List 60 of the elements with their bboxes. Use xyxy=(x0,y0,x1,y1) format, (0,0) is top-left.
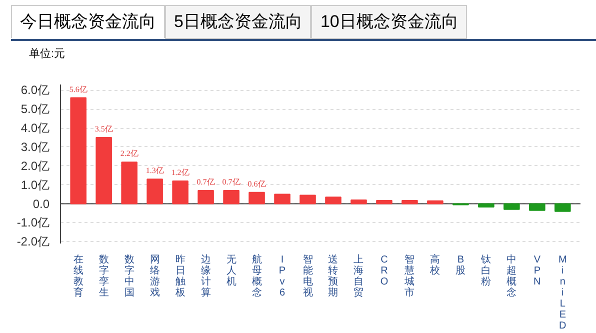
y-tick-label: 2.0亿 xyxy=(20,158,50,173)
bar xyxy=(248,192,265,204)
bar xyxy=(529,203,546,211)
data-label: 1.2亿 xyxy=(171,168,190,178)
bar xyxy=(504,203,520,210)
bar xyxy=(274,194,290,204)
x-tick-label: 智能电视 xyxy=(302,254,313,298)
x-tick-label: 数字孪生 xyxy=(98,254,109,298)
x-tick-label: 智慧城市 xyxy=(404,254,415,298)
x-tick-label: 上海自贸 xyxy=(354,254,364,298)
bar xyxy=(350,199,367,204)
x-tick-label: 高校 xyxy=(429,254,440,276)
text: 今日概念资金流向 xyxy=(11,5,165,38)
y-tick-label: -2.0亿 xyxy=(16,234,50,249)
data-label: 5.6亿 xyxy=(69,84,88,94)
text: 5日概念资金流向 xyxy=(165,5,312,40)
bar xyxy=(402,200,418,204)
bar xyxy=(146,178,163,204)
bar xyxy=(70,97,86,204)
data-label: 0.7亿 xyxy=(222,178,240,186)
bar xyxy=(223,190,240,204)
x-tick-label: 昨日触板 xyxy=(174,254,186,298)
x-tick-label: MiniLED xyxy=(558,254,567,332)
x-tick-label: CRO xyxy=(380,254,388,288)
bar xyxy=(325,196,342,204)
bar xyxy=(554,203,571,212)
y-tick-label: 6.0亿 xyxy=(20,83,50,98)
bar xyxy=(478,203,494,208)
x-tick-label: 航母概念 xyxy=(252,254,262,298)
data-label: 3.5亿 xyxy=(94,124,113,134)
x-tick-label: IPv6 xyxy=(278,254,286,298)
bar xyxy=(300,194,316,204)
x-tick-label: 中超概念 xyxy=(506,254,517,298)
x-tick-label: 钛白粉 xyxy=(480,254,492,288)
y-tick-label: 5.0亿 xyxy=(20,102,50,116)
x-tick-label: VPN xyxy=(534,254,541,288)
data-label: 0.7亿 xyxy=(196,178,215,186)
x-tick-label: 在线教育 xyxy=(73,254,84,298)
y-tick-label: 0.0 xyxy=(32,196,50,211)
x-tick-label: 送转预期 xyxy=(328,254,338,298)
y-tick-label: 3.0亿 xyxy=(20,140,50,154)
x-tick-label: 边缘计算 xyxy=(200,254,211,298)
x-tick-label: 无人机 xyxy=(226,254,236,288)
bar xyxy=(121,162,138,204)
y-tick-label: -1.0亿 xyxy=(16,216,50,230)
y-tick-label: 4.0亿 xyxy=(20,121,50,136)
y-tick-label: 1.0亿 xyxy=(20,178,50,192)
data-label: 0.6亿 xyxy=(248,179,266,188)
bar xyxy=(172,180,188,204)
y-axis-title: 单位:元 xyxy=(29,47,66,62)
bar xyxy=(427,200,444,204)
data-label: 2.2亿 xyxy=(120,149,138,158)
data-label: 1.3亿 xyxy=(146,166,164,176)
x-tick-label: 数字中国 xyxy=(124,254,134,298)
bar xyxy=(376,200,392,204)
text: 10日概念资金流向 xyxy=(311,5,468,40)
bar xyxy=(96,137,112,204)
bar xyxy=(198,190,214,204)
x-tick-label: B股 xyxy=(456,254,466,276)
x-tick-label: 网络游戏 xyxy=(150,254,160,298)
